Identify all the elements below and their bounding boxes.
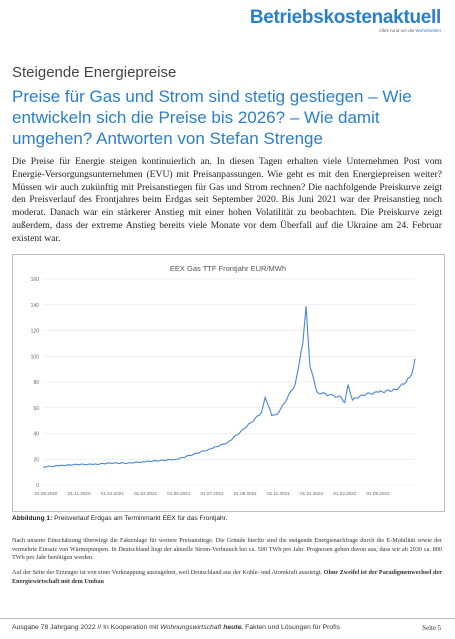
chart-svg: EEX Gas TTF Frontjahr EUR/MWh 0 20 40 60 80 1… [31,264,416,496]
y-tick-label: 80 [33,380,39,386]
paragraph-2: Auf der Seite der Erzeuger ist von einer… [12,569,442,586]
x-tick-label: 01.07.2021 [201,491,224,496]
brand-logo-part2: aktuell [382,7,441,28]
figure-caption: Abbildung 1: Preisverlauf Erdgas am Term… [12,515,227,522]
brand-header: Betriebskostenaktuell Alles rund um die … [250,8,441,34]
article-body: Nach unserer Einschätzung überwiegt die … [12,537,442,593]
y-tick-label: 100 [31,354,40,360]
article-kicker: Steigende Energiepreise [12,64,177,81]
brand-logo: Betriebskostenaktuell [250,8,441,28]
y-tick-label: 120 [31,329,40,335]
brand-tagline-part1: Alles rund um die [378,28,416,33]
footer-issue-3: heute. [223,624,244,631]
x-tick-label: 01.11.2021 [267,491,290,496]
footer-issue-4: Fakten und Lösungen für Profis [243,624,340,631]
y-tick-label: 40 [33,432,39,438]
paragraph-1: Nach unserer Einschätzung überwiegt die … [12,537,442,562]
x-tick-label: 01.05.2021 [167,491,190,496]
x-tick-label: 01.09.2021 [234,491,257,496]
x-tick-label: 01.01.2021 [101,491,124,496]
y-tick-label: 20 [33,457,39,463]
x-tick-label: 01.11.2020 [68,491,91,496]
article-headline: Preise für Gas und Strom sind stetig ges… [12,87,412,148]
caption-text: Preisverlauf Erdgas am Terminmarkt EEX f… [52,515,228,522]
y-tick-label: 60 [33,406,39,412]
page-footer: Ausgabe 78 Jahrgang 2022 // In Kooperati… [0,618,455,639]
y-tick-label: 160 [31,277,40,283]
x-tick-label: 01.03.2022 [333,491,356,496]
page-number: Seite 5 [422,625,441,632]
footer-issue-2: Wohnungswirtschaft [160,624,224,631]
footer-issue: Ausgabe 78 Jahrgang 2022 // In Kooperati… [12,624,340,631]
brand-tagline-part2: Wohnkosten [415,28,441,33]
brand-logo-part1: Betriebskosten [249,7,383,28]
article-lead: Die Preise für Energie steigen kontinuie… [12,156,442,244]
footer-issue-1: Ausgabe 78 Jahrgang 2022 // In Kooperati… [12,624,161,631]
paragraph-2-bold: Ohne Zweifel ist der Paradigmenwechsel d… [12,569,442,585]
x-tick-label: 01.09.2020 [35,491,58,496]
brand-tagline: Alles rund um die Wohnkosten [250,28,441,33]
x-tick-label: 01.03.2021 [134,491,157,496]
x-tick-label: 01.05.2022 [367,491,390,496]
price-chart: EEX Gas TTF Frontjahr EUR/MWh 0 20 40 60 80 1… [12,254,445,512]
y-tick-label: 140 [31,303,40,309]
chart-title: EEX Gas TTF Frontjahr EUR/MWh [170,264,286,273]
caption-label: Abbildung 1: [12,515,53,522]
paragraph-2-text: Auf der Seite der Erzeuger ist von einer… [12,569,324,577]
x-tick-label: 01.01.2022 [300,491,323,496]
series-line [42,305,416,468]
y-tick-label: 0 [36,483,39,489]
